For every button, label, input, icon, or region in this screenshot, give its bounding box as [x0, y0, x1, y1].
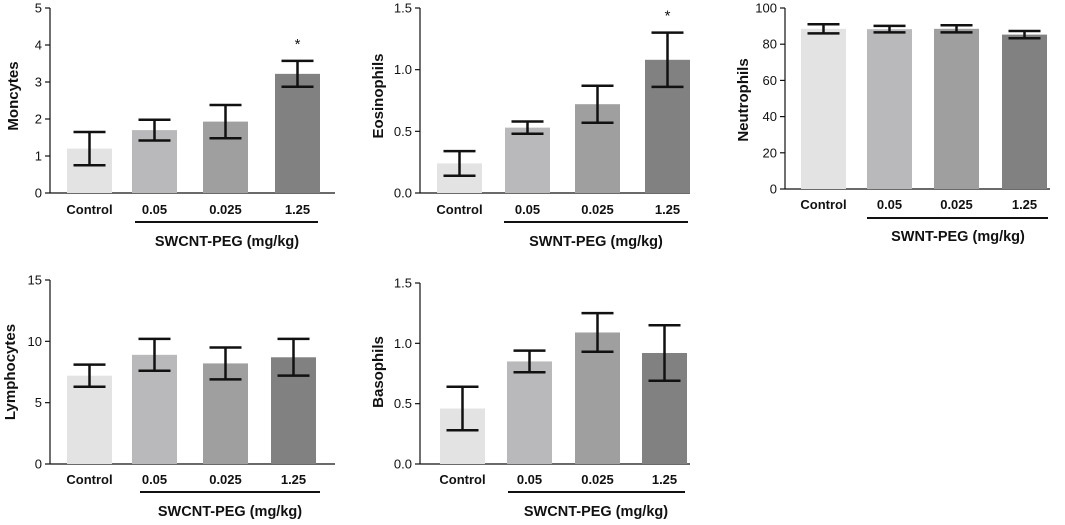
x-tick-label: 0.025: [581, 472, 614, 487]
y-tick-label: 1.5: [394, 1, 412, 16]
x-tick-label: 0.05: [142, 472, 167, 487]
chart-panel-5: 0.0 0.5 1.0 1.5 Basophils Control 0.05 0.025 1.2…: [370, 276, 690, 520]
x-tick-label: 0.025: [209, 202, 242, 217]
x-tick-label: 1.25: [1012, 197, 1037, 212]
x-tick-label: Control: [66, 472, 112, 487]
bar-0.05: [132, 354, 177, 464]
x-tick-label: 0.05: [142, 202, 167, 217]
y-axis-label: Neutrophils: [735, 58, 752, 141]
y-axis-label: Lymphocytes: [2, 324, 19, 420]
y-tick-label: 0: [35, 186, 42, 201]
bar-0.025: [575, 332, 620, 464]
y-tick-label: 80: [763, 37, 777, 52]
y-tick-label: 3: [35, 75, 42, 90]
y-tick-label: 1.0: [394, 62, 412, 77]
chart-panel-2: 0.0 0.5 1.0 1.5 Eosinophils Control 0.05 0.025 1…: [370, 1, 690, 250]
x-tick-label: 1.25: [281, 472, 306, 487]
x-tick-label: 1.25: [652, 472, 677, 487]
x-tick-label: 0.025: [581, 202, 614, 217]
chart-panel-3: 0 20 40 60 80 100 Neutrophils Control 0.05 0.025 1…: [735, 1, 1050, 245]
x-tick-label: 0.025: [209, 472, 242, 487]
x-tick-label: 0.025: [940, 197, 973, 212]
bar-1.25: [1002, 34, 1047, 190]
y-tick-label: 0.0: [394, 186, 412, 201]
group-label: SWCNT-PEG (mg/kg): [524, 504, 668, 520]
group-label: SWCNT-PEG (mg/kg): [158, 504, 302, 520]
y-tick-label: 0.0: [394, 457, 412, 472]
y-tick-label: 40: [763, 109, 777, 124]
y-tick-label: 1.5: [394, 276, 412, 291]
x-tick-label: Control: [439, 472, 485, 487]
significance-marker: *: [295, 36, 301, 53]
y-tick-label: 0: [770, 182, 777, 197]
x-tick-label: Control: [800, 197, 846, 212]
x-tick-label: 1.25: [285, 202, 310, 217]
bar-0.05: [867, 29, 912, 189]
bar-0.05: [505, 127, 550, 193]
y-tick-label: 5: [35, 1, 42, 16]
group-label: SWCNT-PEG (mg/kg): [155, 234, 299, 250]
y-tick-label: 100: [755, 1, 777, 16]
y-tick-label: 15: [28, 273, 42, 288]
y-tick-label: 2: [35, 112, 42, 127]
y-tick-label: 0.5: [394, 396, 412, 411]
y-axis-label: Basophils: [370, 336, 387, 408]
bar-1.25: [275, 73, 320, 193]
significance-marker: *: [665, 8, 671, 25]
group-label: SWNT-PEG (mg/kg): [891, 229, 1025, 245]
x-tick-label: 0.05: [877, 197, 902, 212]
y-tick-label: 1: [35, 149, 42, 164]
y-tick-label: 4: [35, 38, 42, 53]
y-tick-label: 1.0: [394, 336, 412, 351]
group-label: SWNT-PEG (mg/kg): [529, 234, 663, 250]
bar-Control: [67, 375, 112, 464]
x-tick-label: Control: [66, 202, 112, 217]
x-tick-label: 1.25: [655, 202, 680, 217]
y-tick-label: 5: [35, 395, 42, 410]
y-tick-label: 60: [763, 73, 777, 88]
y-tick-label: 20: [763, 145, 777, 160]
y-axis-label: Eosinophils: [370, 53, 387, 138]
bar-0.025: [934, 28, 979, 189]
y-axis-label: Moncytes: [5, 61, 22, 130]
x-tick-label: 0.05: [517, 472, 542, 487]
x-tick-label: Control: [436, 202, 482, 217]
bar-0.05: [507, 361, 552, 464]
y-tick-label: 0.5: [394, 124, 412, 139]
y-tick-label: 0: [35, 457, 42, 472]
chart-panel-1: 0 1 2 3 4 5 Moncytes Control 0.05 0.025 1.25 * SWCNT…: [5, 1, 335, 250]
x-tick-label: 0.05: [515, 202, 540, 217]
chart-panel-4: 0 5 10 15 Lymphocytes Control 0.05 0.025 1.25 SWC…: [2, 273, 335, 520]
bar-Control: [801, 28, 846, 189]
y-tick-label: 10: [28, 334, 42, 349]
